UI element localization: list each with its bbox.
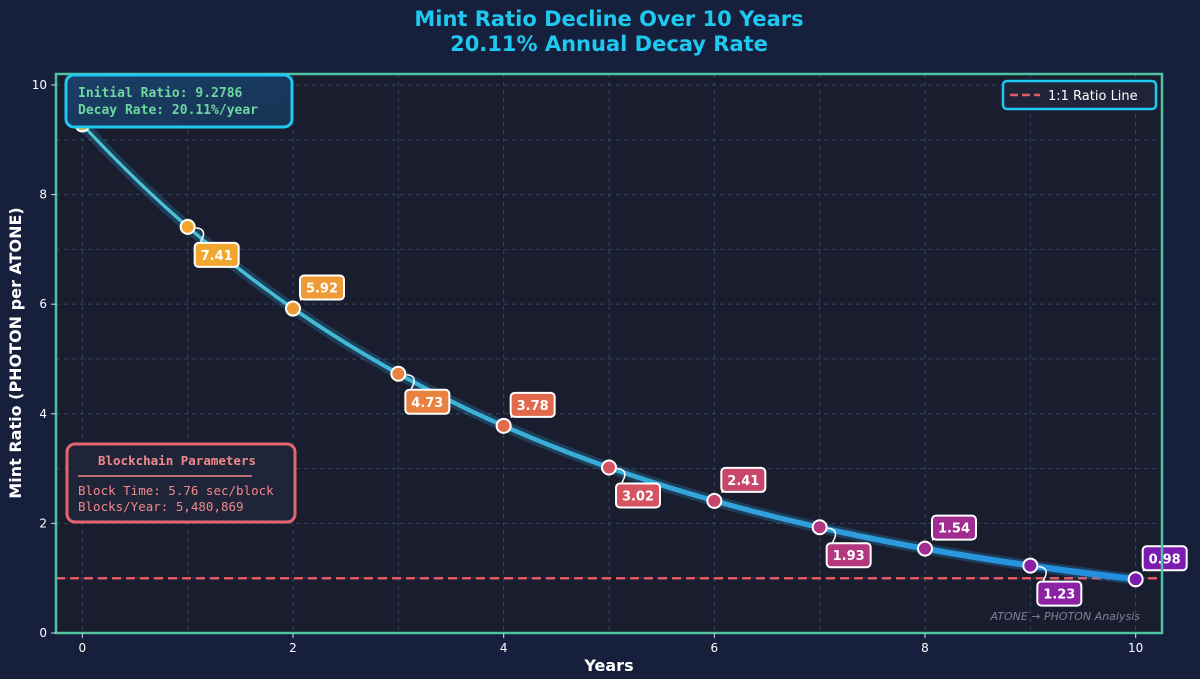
- data-label-box: [615, 482, 661, 509]
- ticks-group: 0 2 4 6 8 10 0 2 4 6 8 10: [32, 78, 1144, 655]
- series-line-segment: [115, 159, 128, 172]
- data-label-box: [404, 388, 451, 415]
- series-line-segment: [89, 132, 102, 145]
- x-axis-label: Years: [583, 656, 633, 675]
- data-label-box: [299, 274, 345, 301]
- data-point: [179, 218, 196, 235]
- info-box: Initial Ratio: 9.2786 Decay Rate: 20.11%…: [64, 73, 294, 129]
- y-tick-label: 10: [32, 78, 47, 92]
- params-title: Blockchain Parameters: [98, 453, 256, 468]
- series-line-segment: [133, 176, 146, 189]
- data-label: 0.98: [1149, 552, 1181, 567]
- legend-frame: [1001, 79, 1158, 111]
- data-point: [1127, 571, 1144, 588]
- data-point: [390, 365, 407, 382]
- y-tick-label: 0: [39, 626, 47, 640]
- data-label-box: [509, 391, 556, 418]
- blocks-per-year-text: Blocks/Year: 5,480,869: [78, 499, 244, 514]
- params-box: Blockchain Parameters Block Time: 5.76 s…: [65, 442, 297, 524]
- y-tick-label: 8: [39, 188, 47, 202]
- data-label-box: [720, 466, 767, 493]
- data-label: 7.41: [201, 249, 233, 264]
- chart-title: Mint Ratio Decline Over 10 Years: [414, 7, 803, 31]
- watermark-text: ATONE → PHOTON Analysis: [990, 610, 1141, 623]
- data-label: 1.23: [1043, 588, 1075, 603]
- data-label-box: [193, 241, 240, 268]
- block-time-text: Block Time: 5.76 sec/block: [78, 483, 274, 498]
- data-labels-group: 7.41 5.92 4.73 3.78 3.02 2.41 1.93 1.54 1.23 0.98: [193, 227, 1188, 607]
- x-tick-label: 4: [500, 641, 508, 655]
- series-line-segment: [159, 201, 172, 213]
- data-label: 3.02: [622, 489, 654, 504]
- data-point: [285, 300, 301, 317]
- y-axis-label: Mint Ratio (PHOTON per ATONE): [6, 207, 25, 498]
- series-line-segment: [238, 268, 251, 279]
- series-line-segment: [194, 232, 207, 244]
- data-label: 1.93: [833, 549, 865, 564]
- data-point: [1022, 557, 1039, 574]
- series-line-segment: [256, 281, 269, 292]
- data-label: 2.41: [727, 474, 759, 489]
- data-label-box: [931, 514, 977, 541]
- x-tick-label: 6: [711, 641, 719, 655]
- series-line-segment: [98, 141, 111, 154]
- x-tick-label: 8: [921, 641, 929, 655]
- legend: 1:1 Ratio Line: [1001, 79, 1158, 111]
- y-tick-label: 4: [39, 407, 47, 421]
- series-line-segment: [142, 185, 155, 197]
- data-label: 4.73: [411, 396, 443, 411]
- plot-frame: [54, 72, 1164, 635]
- data-label-box: [825, 542, 872, 569]
- legend-entry-label: 1:1 Ratio Line: [1048, 89, 1138, 104]
- x-tick-label: 2: [289, 641, 297, 655]
- data-point: [706, 492, 723, 509]
- data-label-box: [1036, 580, 1083, 607]
- series-line-segment: [124, 168, 137, 181]
- data-point: [601, 459, 617, 476]
- data-label: 5.92: [306, 282, 338, 297]
- series-line-segment: [247, 274, 260, 286]
- data-point: [811, 519, 828, 536]
- y-tick-label: 2: [39, 516, 47, 530]
- data-label: 3.78: [517, 399, 549, 414]
- x-tick-label: 0: [79, 641, 87, 655]
- info-box-frame: [64, 73, 294, 129]
- series-line-segment: [168, 209, 181, 221]
- params-box-frame: [65, 442, 297, 524]
- data-point: [917, 540, 933, 557]
- x-tick-label: 10: [1128, 641, 1143, 655]
- series-line-segment: [107, 150, 119, 163]
- data-label-box: [1141, 545, 1188, 572]
- data-point: [495, 417, 512, 434]
- data-label: 1.54: [938, 522, 970, 537]
- chart-subtitle: 20.11% Annual Decay Rate: [450, 32, 768, 56]
- initial-ratio-text: Initial Ratio: 9.2786: [78, 86, 243, 101]
- y-tick-label: 6: [39, 297, 47, 311]
- series-line-segment: [150, 193, 163, 205]
- decay-rate-text: Decay Rate: 20.11%/year: [78, 103, 258, 118]
